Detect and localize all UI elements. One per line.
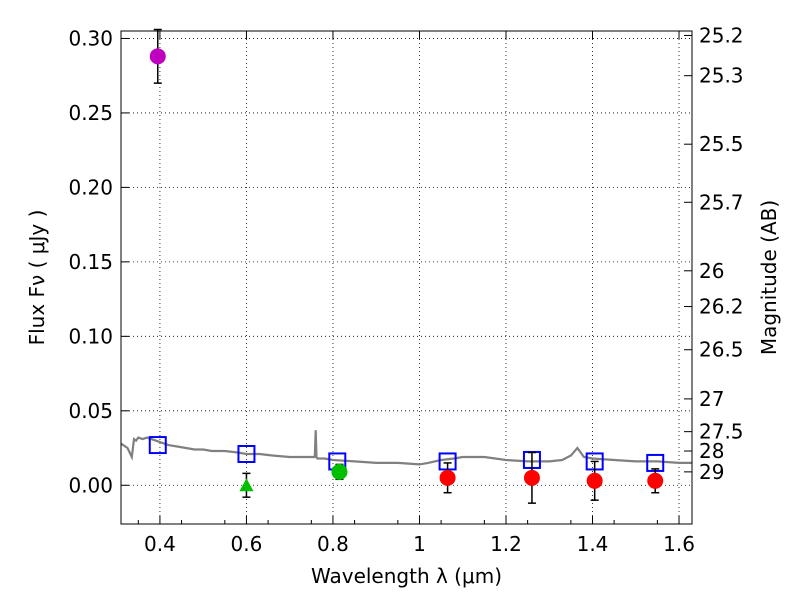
- data-series: [120, 28, 692, 504]
- right-y-tick-label: 28: [699, 439, 724, 463]
- y-tick-label: 0.30: [68, 26, 113, 50]
- upper-limit-triangle: [239, 478, 254, 492]
- right-y-tick-label: 25.7: [699, 190, 744, 214]
- right-y-tick-label: 29: [699, 460, 724, 484]
- x-tick-label: 1.2: [490, 532, 522, 556]
- y-tick-label: 0.25: [68, 101, 113, 125]
- right-y-tick-label: 25.5: [699, 132, 744, 156]
- right-y-axis-label: Magnitude (AB): [757, 200, 781, 355]
- right-y-tick-label: 25.3: [699, 64, 744, 88]
- right-y-tick-label: 26.2: [699, 295, 744, 319]
- right-y-tick-label: 27: [699, 387, 724, 411]
- observed-flux-point: [439, 469, 456, 486]
- axes: 0.4 0.6 0.8 1 1.2 1.4 1.6 0.00 0.05 0.10 0.15 0.20 0…: [68, 23, 743, 556]
- sed-template-line: [120, 430, 692, 466]
- right-y-tick-label: 26: [699, 259, 724, 283]
- y-tick-label: 0.20: [68, 175, 113, 199]
- x-tick-label: 1: [413, 532, 426, 556]
- model-flux-square: [148, 436, 167, 455]
- x-axis-label: Wavelength λ (μm): [311, 564, 502, 588]
- model-flux-square: [237, 444, 256, 463]
- x-tick-label: 1.4: [577, 532, 609, 556]
- observed-flux-point: [523, 469, 540, 486]
- y-tick-label: 0.05: [68, 399, 113, 423]
- y-axis-label: Flux Fν ( μJy ): [25, 210, 49, 346]
- observed-flux-point: [331, 463, 348, 480]
- right-y-tick-label: 26.5: [699, 338, 744, 362]
- x-tick-label: 0.6: [231, 532, 263, 556]
- right-y-tick-label: 27.5: [699, 420, 744, 444]
- observed-flux-point: [149, 48, 166, 65]
- plot-frame: [120, 30, 693, 525]
- y-tick-label: 0.00: [68, 473, 113, 497]
- right-y-tick-label: 25.2: [699, 23, 744, 47]
- y-tick-label: 0.15: [68, 250, 113, 274]
- x-tick-label: 0.4: [144, 532, 176, 556]
- observed-flux-point: [647, 472, 664, 489]
- observed-flux-point: [586, 472, 603, 489]
- x-tick-label: 1.6: [663, 532, 695, 556]
- x-tick-label: 0.8: [317, 532, 349, 556]
- y-tick-label: 0.10: [68, 324, 113, 348]
